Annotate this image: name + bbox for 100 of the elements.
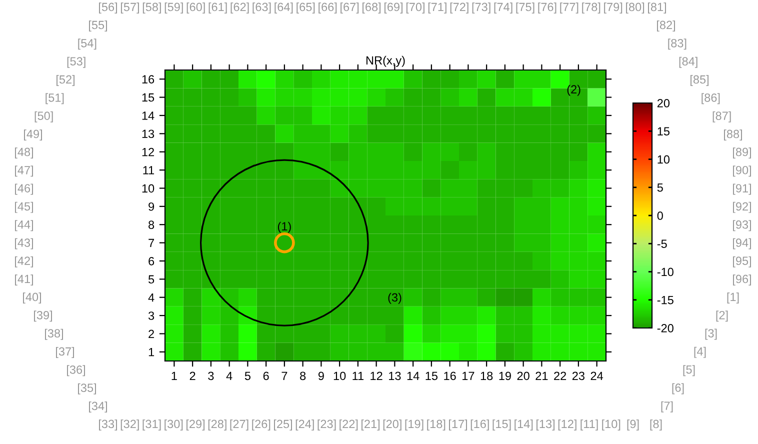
annotation: (3) [388, 292, 402, 304]
text: [41] [14, 274, 34, 286]
chart-title: NR(x,y) [366, 56, 405, 67]
text: [15] [492, 419, 511, 431]
text: [51] [46, 93, 64, 104]
y-tick-label: 11 [143, 166, 154, 174]
text: [71] [428, 2, 446, 14]
text: [84] [679, 56, 698, 68]
text: [50] [34, 111, 53, 122]
text: [57] [120, 2, 139, 14]
y-tick-label: 12 [142, 148, 154, 156]
text: [1] [727, 292, 739, 304]
annotation: (1) [278, 222, 291, 233]
text: [38] [44, 328, 64, 340]
x-tick-label: 22 [554, 372, 566, 380]
x-tick-label: 19 [499, 372, 511, 380]
text: [56] [98, 2, 118, 14]
color-bar-label: -15 [657, 296, 674, 304]
text: [10] [602, 419, 620, 431]
text: [22] [340, 419, 358, 431]
color-bar-label: 20 [657, 99, 670, 108]
text: [59] [164, 2, 183, 14]
text: [93] [732, 220, 752, 232]
text: [35] [78, 383, 96, 394]
y-tick-label: 13 [142, 130, 154, 138]
text: [78] [582, 2, 600, 14]
x-tick-label: 23 [572, 372, 584, 380]
text: [58] [142, 2, 161, 14]
x-tick-label: 2 [190, 372, 196, 380]
y-tick-label: 8 [148, 220, 154, 229]
text: [92] [732, 202, 752, 213]
color-bar-label: 15 [658, 127, 670, 136]
text: [9] [627, 419, 639, 431]
text: [36] [66, 365, 86, 376]
x-tick-label: 5 [244, 372, 250, 380]
text: [85] [690, 75, 709, 86]
text: [68] [362, 2, 381, 14]
text: [88] [724, 130, 742, 141]
text: [2] [716, 310, 728, 322]
text: [82] [656, 20, 676, 32]
text: [14] [514, 419, 533, 431]
text: [53] [67, 56, 86, 68]
text: [61] [208, 2, 227, 14]
text: [77] [560, 2, 578, 14]
x-tick-label: 10 [334, 372, 346, 380]
text: [6] [672, 383, 684, 394]
y-tick-label: 5 [148, 275, 154, 284]
text: [80] [626, 2, 644, 14]
x-tick-label: 4 [226, 372, 232, 380]
color-bar-label: 5 [657, 184, 663, 192]
text: [45] [14, 202, 34, 213]
y-tick-label: 9 [148, 202, 154, 211]
text: [62] [230, 2, 249, 14]
annotation: (2) [567, 84, 580, 96]
text: [67] [340, 2, 359, 14]
text: [63] [252, 2, 271, 14]
y-tick-label: 6 [148, 257, 154, 266]
text: [48] [14, 148, 34, 159]
text: [76] [538, 2, 556, 14]
text: [33] [98, 419, 118, 431]
text: [29] [186, 419, 205, 431]
text: [69] [384, 2, 402, 14]
text: [49] [24, 130, 42, 141]
color-bar-label: -5 [657, 240, 667, 248]
text: [52] [56, 75, 75, 86]
text: [13] [536, 419, 555, 431]
text: [79] [604, 2, 622, 14]
x-tick-label: 6 [263, 372, 269, 380]
x-tick-label: 3 [208, 372, 214, 380]
x-tick-label: 9 [318, 372, 324, 380]
text: [44] [14, 220, 34, 232]
color-bar-label: 10 [658, 155, 670, 164]
text: [18] [427, 419, 446, 431]
x-tick-label: 11 [352, 372, 364, 380]
y-tick-label: 10 [142, 184, 154, 193]
text: [60] [186, 2, 205, 14]
text: [8] [650, 419, 662, 431]
text: [70] [406, 2, 424, 14]
x-tick-label: 20 [517, 372, 530, 380]
text: [90] [732, 166, 752, 177]
text: [43] [14, 238, 34, 250]
text: [83] [668, 38, 686, 50]
text: [91] [732, 184, 752, 195]
text: [89] [732, 148, 752, 159]
text: [72] [450, 2, 468, 14]
text: [40] [22, 292, 42, 304]
color-bar-label: -10 [657, 268, 674, 276]
text: [25] [274, 419, 292, 431]
x-tick-label: 7 [282, 372, 288, 380]
text: [4] [694, 346, 706, 358]
text: [20] [383, 419, 402, 431]
y-tick-label: 4 [148, 294, 154, 302]
text: [31] [142, 419, 161, 431]
x-tick-label: 17 [462, 372, 474, 380]
text: [30] [164, 419, 183, 431]
text: [28] [208, 419, 226, 431]
y-tick-label: 2 [148, 330, 154, 338]
text: [26] [252, 419, 270, 431]
text: [27] [230, 419, 248, 431]
text: [75] [516, 2, 534, 14]
